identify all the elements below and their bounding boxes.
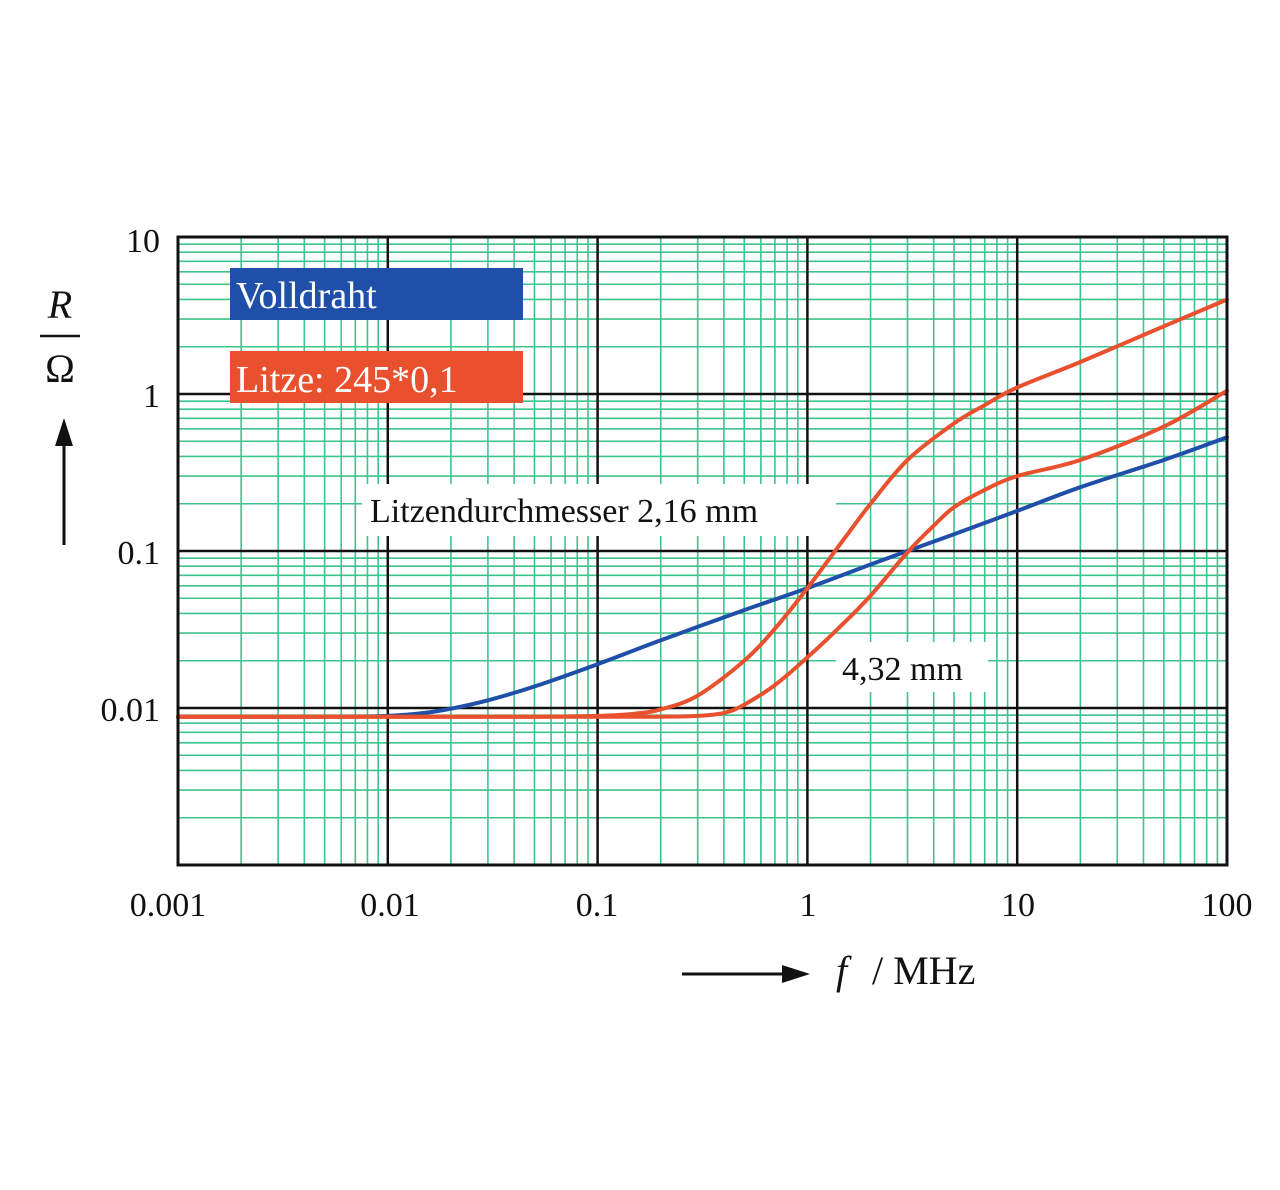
- series-volldraht-line: [176, 435, 1229, 719]
- x-tick-1: 1: [800, 887, 817, 924]
- y-tick-labels: 0.01 0.1 1 10: [101, 223, 161, 729]
- x-tick-0-001: 0.001: [130, 887, 207, 924]
- x-label-symbol: f: [836, 948, 852, 993]
- x-tick-10: 10: [1001, 887, 1035, 924]
- annotation-bg-4-32: [836, 642, 988, 692]
- annotation-litzendurchmesser: Litzendurchmesser 2,16 mm: [370, 493, 758, 530]
- y-tick-10: 10: [126, 223, 160, 260]
- y-label-denominator: Ω: [45, 346, 75, 391]
- annotation-bg-2-16: [362, 484, 836, 536]
- y-axis-arrow-head: [55, 418, 73, 446]
- x-tick-0-1: 0.1: [576, 887, 619, 924]
- y-label-numerator: R: [47, 282, 72, 327]
- annotation-4-32-mm: 4,32 mm: [842, 651, 963, 688]
- legend-volldraht-bg: [230, 268, 523, 320]
- x-tick-labels: 0.001 0.01 0.1 1 10 100: [130, 887, 1253, 924]
- y-tick-0-01: 0.01: [101, 692, 161, 729]
- series-litze-4-32mm-line: [176, 388, 1229, 719]
- x-tick-0-01: 0.01: [360, 887, 420, 924]
- plot-frame: [176, 235, 1229, 867]
- x-label-unit: / MHz: [872, 948, 975, 993]
- legend-litze-bg: [230, 351, 523, 403]
- x-tick-100: 100: [1202, 887, 1253, 924]
- legend-litze-label: Litze: 245*0,1: [236, 359, 458, 401]
- x-axis-arrow-head: [782, 965, 810, 983]
- legend-volldraht-label: Volldraht: [236, 275, 377, 317]
- y-tick-1: 1: [143, 378, 160, 415]
- y-tick-0-1: 0.1: [118, 535, 161, 572]
- series-lines: [176, 297, 1229, 719]
